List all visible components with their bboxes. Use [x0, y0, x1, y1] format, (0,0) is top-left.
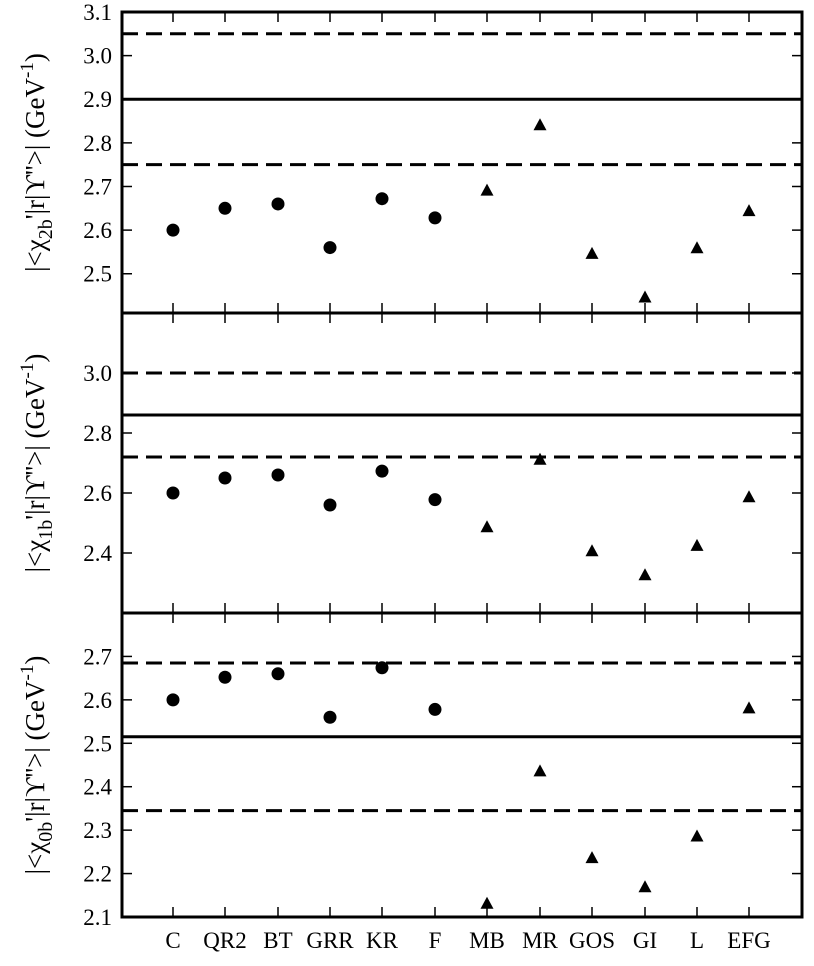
y-tick-label: 2.4 [83, 775, 112, 800]
triangle-point-MR [533, 764, 547, 777]
y-tick-label: 3.0 [83, 361, 112, 386]
y-tick-label: 2.6 [83, 481, 112, 506]
x-tick-label-GRR: GRR [306, 928, 354, 953]
y-tick-label: 2.5 [83, 731, 112, 756]
panel-chi1b: 2.4 2.6 2.8 3.0 [83, 311, 804, 615]
triangle-point-GI [638, 568, 652, 581]
y-tick-label: 2.8 [83, 421, 112, 446]
y-tick-label: 2.6 [83, 688, 112, 713]
y-tick-label: 2.7 [83, 644, 112, 669]
y-axis-label-part: '|r|ϒ''>| (GeV [20, 680, 50, 822]
circle-point-C [166, 223, 180, 237]
triangle-point-EFG [742, 204, 756, 217]
y-axis-label-part: |<χ [20, 540, 50, 573]
circle-point-QR2 [218, 670, 232, 684]
y-tick-label: 2.1 [83, 905, 112, 930]
circle-point-C [166, 693, 180, 707]
x-tick-label-EFG: EFG [727, 928, 770, 953]
y-axis-label-part: 1b [35, 520, 57, 540]
y-tick-label: 2.3 [83, 818, 112, 843]
triangle-point-L [690, 538, 704, 551]
x-tick-label-F: F [429, 928, 442, 953]
y-tick-label: 3.1 [83, 0, 112, 25]
circle-point-QR2 [218, 201, 232, 215]
y-tick-label: 2.8 [83, 131, 112, 156]
y-axis-label-part: ) [20, 656, 50, 665]
triangle-point-MB [480, 896, 494, 909]
triangle-point-GI [638, 290, 652, 303]
y-axis-label-part: -1 [17, 363, 38, 379]
circle-point-BT [271, 667, 285, 681]
circle-point-F [428, 702, 442, 716]
y-tick-label: 2.4 [83, 541, 112, 566]
triangle-point-GOS [585, 851, 599, 864]
circle-point-KR [375, 464, 389, 478]
x-tick-label-GI: GI [633, 928, 657, 953]
circle-point-F [428, 493, 442, 507]
y-tick-label: 2.7 [83, 174, 112, 199]
circle-point-KR [375, 192, 389, 206]
x-tick-label-GOS: GOS [569, 928, 615, 953]
triangle-point-GOS [585, 246, 599, 259]
panel-frame [120, 10, 804, 315]
triangle-point-MR [533, 452, 547, 465]
y-axis-label-part: ) [20, 53, 50, 62]
circle-point-KR [375, 661, 389, 675]
triangle-point-L [690, 241, 704, 254]
y-axis-label-chi2b: |<χ2b'|r|ϒ''>| (GeV-1) [17, 53, 57, 272]
circle-point-BT [271, 197, 285, 211]
circle-point-BT [271, 468, 285, 482]
y-tick-label: 3.0 [83, 44, 112, 69]
y-axis-label-part: 0b [35, 822, 57, 842]
y-tick-label: 2.5 [83, 262, 112, 287]
y-tick-label: 2.9 [83, 87, 112, 112]
circle-point-C [166, 486, 180, 500]
triangle-point-MR [533, 118, 547, 131]
x-tick-label-BT: BT [263, 928, 292, 953]
x-tick-label-C: C [165, 928, 180, 953]
triangle-point-EFG [742, 701, 756, 714]
triangle-point-EFG [742, 490, 756, 503]
triangle-point-GOS [585, 544, 599, 557]
triangle-point-L [690, 829, 704, 842]
circle-point-GRR [323, 710, 337, 724]
x-tick-label-MB: MB [469, 928, 505, 953]
y-tick-label: 2.6 [83, 218, 112, 243]
y-axis-label-part: '|r|ϒ''>| (GeV [20, 378, 50, 520]
y-axis-label-part: |<χ [20, 842, 50, 875]
x-tick-label-KR: KR [366, 928, 399, 953]
panel-chi2b: 2.5 2.6 2.7 2.8 2.9 3.0 3.1 [83, 0, 804, 315]
x-tick-label-MR: MR [522, 928, 558, 953]
triangle-point-MB [480, 183, 494, 196]
panel-frame [120, 311, 804, 615]
circle-point-GRR [323, 241, 337, 255]
y-axis-label-part: '|r|ϒ''>| (GeV [20, 77, 50, 219]
x-tick-label-L: L [690, 928, 704, 953]
y-axis-label-part: -1 [17, 665, 38, 681]
y-axis-label-part: ) [20, 354, 50, 363]
panel-chi0b: 2.1 2.2 2.3 2.4 2.5 2.6 2.7 [83, 611, 804, 930]
circle-point-F [428, 211, 442, 225]
y-tick-label: 2.2 [83, 862, 112, 887]
y-axis-label-chi0b: |<χ0b'|r|ϒ''>| (GeV-1) [17, 656, 57, 875]
y-axis-label-chi1b: |<χ1b'|r|ϒ''>| (GeV-1) [17, 354, 57, 573]
y-axis-label-part: |<χ [20, 239, 50, 272]
x-tick-label-QR2: QR2 [203, 928, 246, 953]
y-axis-label-part: 2b [35, 219, 57, 239]
triangle-point-MB [480, 520, 494, 533]
triangle-point-GI [638, 880, 652, 893]
panel-frame [120, 611, 804, 919]
circle-point-GRR [323, 498, 337, 512]
circle-point-QR2 [218, 471, 232, 485]
y-axis-label-part: -1 [17, 62, 38, 78]
